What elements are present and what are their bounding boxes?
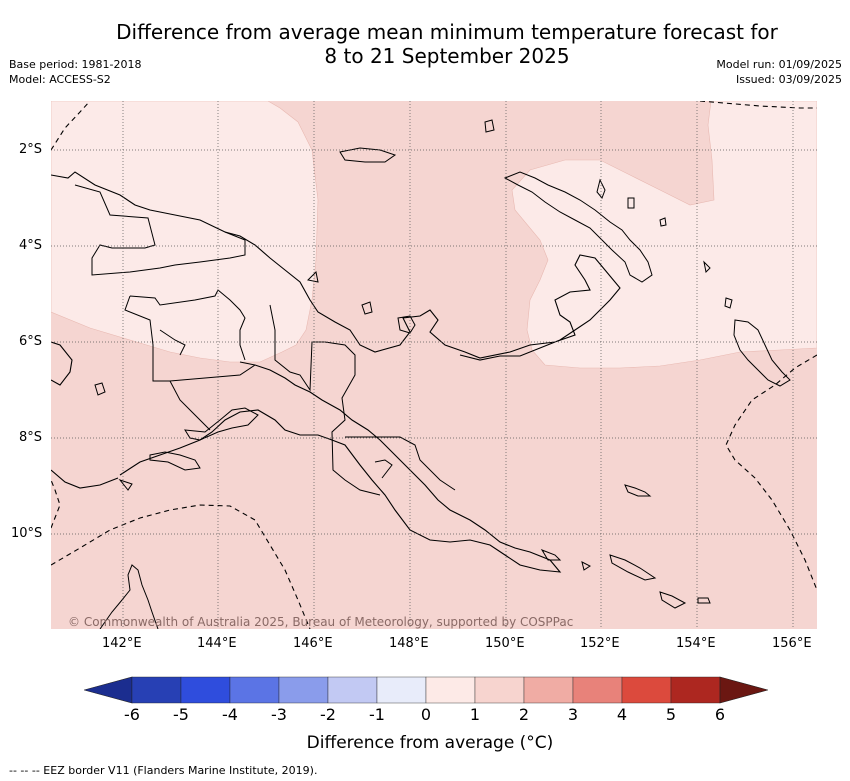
colorbar-bin — [523, 676, 574, 704]
colorbar-bin — [327, 676, 378, 704]
colorbar-bin — [621, 676, 672, 704]
colorbar-bin — [278, 676, 329, 704]
map: © Commonwealth of Australia 2025, Bureau… — [51, 101, 817, 629]
colorbar-tick-label: -5 — [173, 705, 189, 724]
title-line-2: 8 to 21 September 2025 — [324, 44, 570, 68]
lat-label-4s: 4°S — [19, 238, 43, 253]
colorbar-arrow-low — [84, 676, 133, 704]
colorbar-tick-label: 3 — [567, 705, 579, 724]
province-borders — [74, 184, 456, 496]
colorbar-bin — [180, 676, 231, 704]
colorbar-bin — [670, 676, 721, 704]
colorbar-tick-label: -6 — [124, 705, 140, 724]
colorbar-bin — [376, 676, 427, 704]
lon-label-148e: 148°E — [389, 636, 429, 651]
lon-label-154e: 154°E — [676, 636, 716, 651]
fly-river-delta — [94, 382, 259, 491]
colorbar-ticks: -6 -5 -4 -3 -2 -1 0 1 2 3 4 5 6 — [0, 705, 850, 725]
colorbar-tick-label: -2 — [320, 705, 336, 724]
field-near-average-east — [511, 101, 817, 369]
graticule — [51, 101, 817, 629]
colorbar-tick-label: -1 — [369, 705, 385, 724]
title-line-1: Difference from average mean minimum tem… — [116, 20, 778, 44]
colorbar — [84, 676, 768, 704]
field-near-average-west — [51, 101, 319, 363]
colorbar-bin — [229, 676, 280, 704]
meta-right: Model run: 01/09/2025 Issued: 03/09/2025 — [716, 57, 842, 87]
colorbar-tick-label: -3 — [271, 705, 287, 724]
chart-title: Difference from average mean minimum tem… — [0, 20, 850, 68]
lat-label-2s: 2°S — [19, 142, 43, 157]
lat-label-8s: 8°S — [19, 430, 43, 445]
lon-label-144e: 144°E — [197, 636, 237, 651]
base-period: Base period: 1981-2018 — [9, 58, 142, 71]
colorbar-tick-label: 0 — [420, 705, 432, 724]
lon-label-142e: 142°E — [102, 636, 142, 651]
eez-footnote: -- -- -- EEZ border V11 (Flanders Marine… — [9, 764, 318, 777]
lon-label-156e: 156°E — [772, 636, 812, 651]
model-run: Model run: 01/09/2025 — [716, 58, 842, 71]
new-guinea-coastline — [51, 171, 621, 573]
model-name: Model: ACCESS-S2 — [9, 73, 111, 86]
lon-label-152e: 152°E — [580, 636, 620, 651]
colorbar-tick-label: 4 — [616, 705, 628, 724]
lat-label-10s: 10°S — [11, 526, 43, 541]
colorbar-tick-label: 5 — [665, 705, 677, 724]
colorbar-tick-label: -4 — [222, 705, 238, 724]
copyright-notice: © Commonwealth of Australia 2025, Bureau… — [68, 615, 573, 629]
colorbar-tick-label: 2 — [518, 705, 530, 724]
issued-date: Issued: 03/09/2025 — [735, 73, 842, 86]
lon-label-146e: 146°E — [293, 636, 333, 651]
cape-york — [99, 564, 159, 629]
meta-left: Base period: 1981-2018 Model: ACCESS-S2 — [9, 57, 141, 87]
lon-label-150e: 150°E — [485, 636, 525, 651]
lat-label-6s: 6°S — [19, 334, 43, 349]
colorbar-label: Difference from average (°C) — [306, 733, 554, 753]
colorbar-bin — [425, 676, 476, 704]
colorbar-bin — [131, 676, 182, 704]
colorbar-arrow-high — [719, 676, 768, 704]
colorbar-bin — [572, 676, 623, 704]
bismarck-islands — [306, 119, 791, 609]
colorbar-bin — [474, 676, 525, 704]
colorbar-tick-label: 1 — [469, 705, 481, 724]
colorbar-tick-label: 6 — [714, 705, 726, 724]
